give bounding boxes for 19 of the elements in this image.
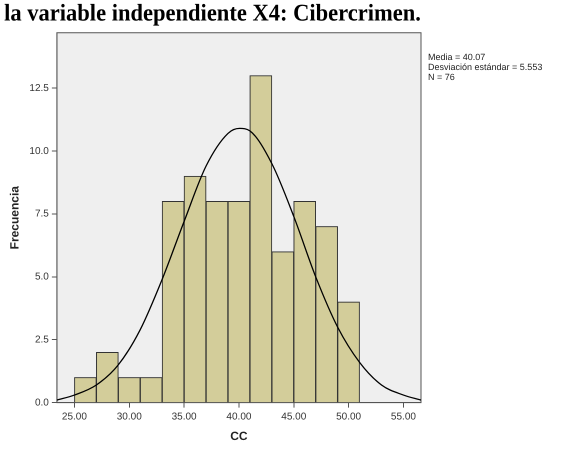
x-tick-label: 40.00 [226,411,252,422]
x-tick-label: 25.00 [62,411,88,422]
y-tick-label: 10.0 [29,146,50,157]
y-tick-label: 2.5 [34,334,50,346]
chart-title: la variable independiente X4: Cibercrimen. [4,0,421,27]
x-tick-label: 35.00 [172,411,198,422]
x-tick-label: 55.00 [390,411,416,422]
y-tick-label: 0.0 [34,397,50,408]
text: N = 76 [428,72,455,82]
x-tick-label: 45.00 [281,411,307,422]
y-tick-label: 12.5 [29,82,50,94]
y-tick-label: 5.0 [34,272,50,283]
text: Media = 40.07 [428,52,486,62]
y-tick-label: 7.5 [34,208,50,220]
x-axis-title: CC [230,429,248,444]
x-tick-label: 30.00 [116,411,142,422]
x-tick-label: 50.00 [336,411,362,422]
y-axis-title: Frecuencia [8,186,22,250]
text: Desviación estándar = 5.553 [428,62,542,72]
